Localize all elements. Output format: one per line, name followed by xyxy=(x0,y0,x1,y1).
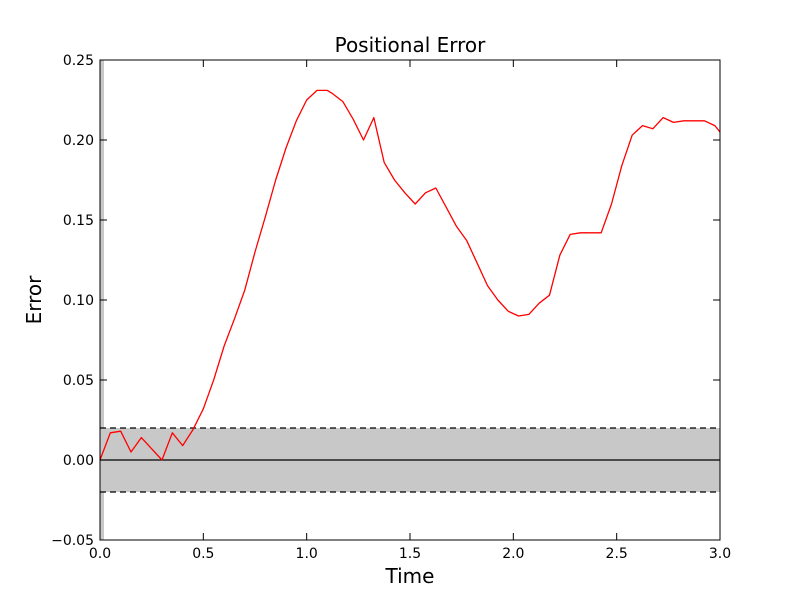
x-tick-label: 3.0 xyxy=(709,546,731,562)
chart-title: Positional Error xyxy=(335,33,487,57)
x-tick-label: 0.5 xyxy=(192,546,214,562)
y-tick-label: 0.10 xyxy=(63,293,94,309)
x-tick-label: 2.5 xyxy=(606,546,628,562)
x-tick-label: 1.0 xyxy=(296,546,318,562)
y-tick-label: 0.00 xyxy=(63,453,94,469)
ticks: 0.0 0.5 1.0 1.5 2.0 2.5 3.0 −0.05 0.00 0.05 0.10 0.… xyxy=(51,53,731,562)
x-tick-label: 2.0 xyxy=(502,546,524,562)
x-tick-label: 0.0 xyxy=(89,546,111,562)
y-tick-label: 0.25 xyxy=(63,53,94,69)
y-tick-label: −0.05 xyxy=(51,533,94,549)
y-tick-label: 0.05 xyxy=(63,373,94,389)
y-tick-label: 0.15 xyxy=(63,213,94,229)
y-axis-label: Error xyxy=(22,275,46,325)
y-tick-label: 0.20 xyxy=(63,133,94,149)
x-tick-label: 1.5 xyxy=(399,546,421,562)
x-axis-label: Time xyxy=(385,564,435,588)
series-line-0 xyxy=(100,89,720,461)
